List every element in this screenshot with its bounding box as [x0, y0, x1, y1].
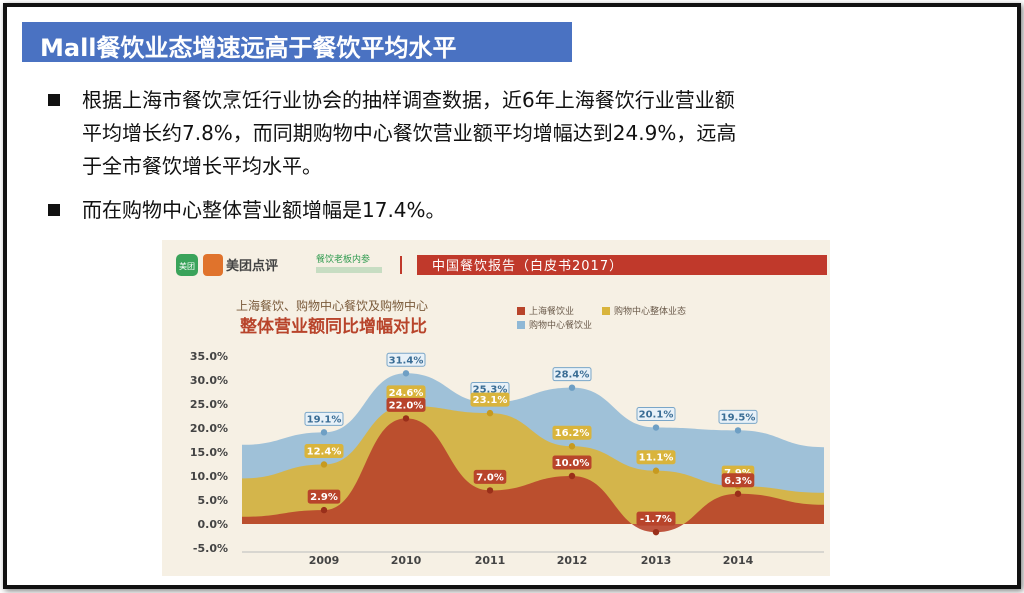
data-label-box — [552, 425, 592, 440]
data-label: 6.3% — [724, 476, 752, 487]
bullet-2: 而在购物中心整体营业额增幅是17.4%。 — [48, 195, 948, 227]
data-point — [568, 472, 576, 480]
x-tick-label: 2010 — [391, 554, 422, 567]
data-label: 28.4% — [555, 370, 590, 381]
data-point — [320, 461, 328, 468]
data-point — [402, 415, 410, 422]
y-tick-label: 15.0% — [190, 446, 228, 459]
bullet-1-line-1: 根据上海市餐饮烹饪行业协会的抽样调查数据，近6年上海餐饮行业营业额 — [82, 88, 735, 112]
x-tick-label: 2013 — [641, 554, 672, 567]
legend-swatch — [602, 307, 610, 315]
data-label-box — [721, 473, 755, 488]
data-label-box — [470, 392, 510, 407]
sub-brand: 餐饮老板内参 — [316, 253, 370, 265]
x-tick-label: 2011 — [475, 554, 506, 567]
data-label: 31.4% — [389, 355, 424, 366]
data-label: 19.1% — [307, 414, 342, 425]
data-label: 2.9% — [310, 492, 338, 503]
header-divider — [400, 256, 402, 274]
y-tick-label: 35.0% — [190, 350, 228, 363]
square-bullet-icon — [48, 204, 60, 216]
data-point — [320, 506, 328, 514]
chart-subtitle: 上海餐饮、购物中心餐饮及购物中心 — [236, 298, 428, 313]
dianping-logo-icon — [203, 254, 223, 276]
data-label: 19.5% — [721, 412, 756, 423]
report-banner — [417, 255, 827, 275]
logo-mark: 美团 — [179, 261, 195, 271]
data-label: 24.6% — [389, 388, 424, 399]
x-tick-label: 2009 — [309, 554, 340, 567]
data-point — [486, 409, 494, 417]
data-label-box — [636, 407, 676, 422]
data-point — [652, 467, 660, 474]
x-tick-label: 2014 — [723, 554, 754, 567]
data-label: 10.0% — [555, 458, 590, 469]
data-label: 12.4% — [307, 446, 342, 457]
y-tick-label: 0.0% — [197, 518, 228, 531]
data-label-box — [386, 352, 426, 367]
data-label-box — [718, 409, 758, 424]
sub-brand-underline — [316, 267, 382, 273]
area-chart: 美团 美团点评 餐饮老板内参 中国餐饮报告（白皮书2017） 上海餐饮、购物中心… — [176, 253, 827, 567]
data-point — [568, 384, 576, 391]
data-label: 23.1% — [473, 395, 508, 406]
data-label: 22.0% — [389, 400, 424, 411]
legend-label: 购物中心整体业态 — [614, 305, 686, 317]
data-point — [486, 487, 494, 494]
data-label-box — [552, 367, 592, 382]
data-label: 20.1% — [639, 410, 674, 421]
data-label: 25.3% — [473, 385, 508, 396]
data-label-box — [304, 411, 344, 426]
data-point — [734, 490, 742, 497]
data-labels: 19.1% 31.4% 25.3% 28.4% 20.1% 19.5% 12.4% 24.6%… — [304, 352, 758, 536]
bullet-1-line-3: 于全市餐饮增长平均水平。 — [82, 154, 322, 178]
data-label-box — [636, 511, 676, 526]
y-tick-label: 5.0% — [197, 494, 228, 507]
data-point — [568, 443, 576, 450]
data-label: 16.2% — [555, 428, 590, 439]
data-label-box — [386, 397, 426, 412]
area-shanghai — [242, 418, 824, 533]
data-point — [734, 427, 742, 434]
meituan-logo-icon — [176, 254, 198, 276]
square-bullet-icon — [48, 94, 60, 106]
chart-image: 美团 美团点评 餐饮老板内参 中国餐饮报告（白皮书2017） 上海餐饮、购物中心… — [162, 240, 830, 576]
report-title: 中国餐饮报告（白皮书2017） — [432, 258, 623, 274]
data-label-box — [636, 450, 676, 465]
bullet-1: 根据上海市餐饮烹饪行业协会的抽样调查数据，近6年上海餐饮行业营业额 平均增长约7… — [48, 85, 948, 181]
x-tick-label: 2012 — [557, 554, 588, 567]
bullet-1-line-2: 平均增长约7.8%，而同期购物中心餐饮营业额平均增幅达到24.9%，远高 — [82, 121, 737, 145]
data-label-box — [307, 489, 341, 504]
data-point — [402, 370, 410, 377]
y-tick-label: 20.0% — [190, 422, 228, 435]
data-label: 7.0% — [476, 472, 504, 483]
data-label-box — [304, 443, 344, 458]
x-axis: 2009 2010 2011 2012 2013 2014 — [309, 554, 754, 567]
legend-swatch — [517, 321, 525, 329]
title-banner — [22, 22, 572, 62]
bullet-2-line-1: 而在购物中心整体营业额增幅是17.4%。 — [82, 198, 446, 222]
y-tick-label: 10.0% — [190, 470, 228, 483]
y-tick-label: -5.0% — [193, 542, 228, 555]
y-tick-label: 30.0% — [190, 374, 228, 387]
data-point — [320, 429, 328, 436]
legend-label: 上海餐饮业 — [529, 305, 574, 317]
legend-swatch — [517, 307, 525, 315]
data-point — [652, 424, 660, 431]
y-axis: 35.0% 30.0% 25.0% 20.0% 15.0% 10.0% 5.0% 0.0% -5… — [190, 350, 824, 555]
data-point — [652, 528, 660, 536]
chart-title: 整体营业额同比增幅对比 — [240, 316, 427, 337]
brand-name: 美团点评 — [226, 258, 278, 274]
data-label: -1.7% — [640, 514, 672, 525]
data-label-box — [473, 469, 507, 484]
slide-title: Mall餐饮业态增速远高于餐饮平均水平 — [40, 34, 457, 62]
y-tick-label: 25.0% — [190, 398, 228, 411]
data-label: 11.1% — [639, 453, 674, 464]
data-label-box — [552, 455, 592, 470]
legend-label: 购物中心餐饮业 — [529, 319, 592, 331]
